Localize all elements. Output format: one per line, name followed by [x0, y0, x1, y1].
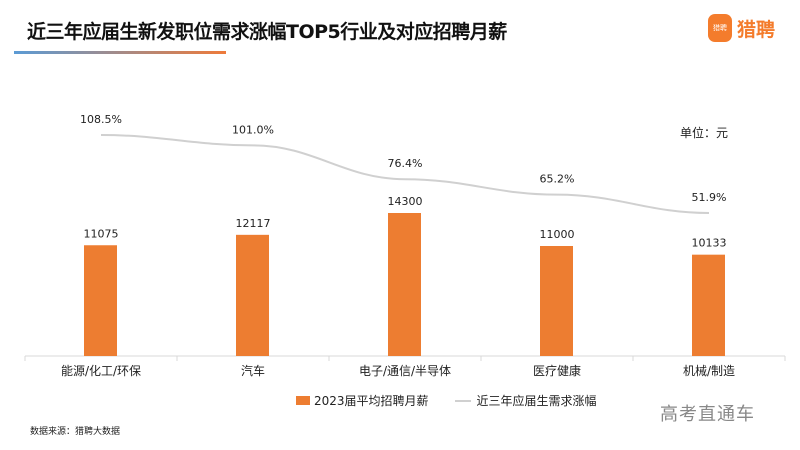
legend: 2023届平均招聘月薪 近三年应届生需求涨幅	[296, 392, 597, 409]
legend-bar-label: 2023届平均招聘月薪	[314, 394, 429, 408]
legend-line-label: 近三年应届生需求涨幅	[476, 394, 597, 408]
unit-label: 单位：元	[680, 126, 729, 140]
line-value-label: 101.0%	[232, 123, 274, 136]
bar-value-label: 10133	[692, 237, 727, 250]
category-label: 电子/通信/半导体	[359, 364, 451, 378]
bar-value-label: 11000	[540, 228, 575, 241]
bar	[692, 254, 725, 356]
bar	[84, 245, 117, 356]
legend-line-swatch	[454, 399, 471, 402]
category-label: 汽车	[241, 363, 265, 378]
data-source: 数据来源：猎聘大数据	[30, 427, 121, 437]
logo-text: 猎聘	[737, 18, 776, 41]
line-value-label: 76.4%	[388, 157, 423, 170]
category-label: 能源/化工/环保	[61, 364, 141, 378]
bar-value-label: 11075	[84, 227, 119, 240]
growth-line	[100, 134, 710, 214]
chart-title: 近三年应届生新发职位需求涨幅TOP5行业及对应招聘月薪	[27, 21, 507, 43]
liepin-logo: 猎聘 猎聘	[708, 14, 775, 42]
bar-value-label: 14300	[388, 195, 423, 208]
category-label: 医疗健康	[533, 363, 581, 378]
bar	[540, 246, 573, 356]
bar	[388, 213, 421, 356]
title-underline	[14, 51, 226, 54]
bar-value-label: 12117	[236, 217, 271, 230]
line-value-label: 51.9%	[692, 191, 727, 204]
line-value-label: 108.5%	[80, 113, 122, 126]
watermark: 高考直通车	[660, 404, 755, 425]
line-value-label: 65.2%	[540, 173, 575, 186]
bar	[236, 234, 269, 356]
legend-bar-swatch	[296, 396, 310, 405]
category-label: 机械/制造	[683, 363, 735, 378]
logo-icon: 猎聘	[708, 14, 732, 42]
